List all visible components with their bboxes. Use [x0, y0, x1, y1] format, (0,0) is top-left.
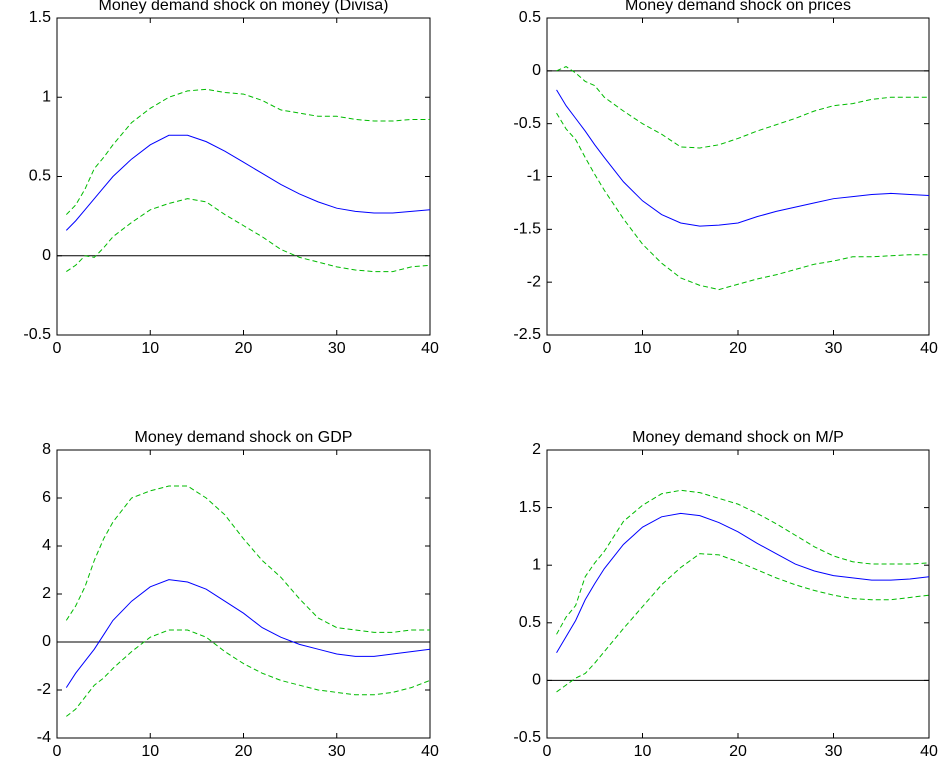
axes-box [56, 449, 431, 739]
x-tick-label: 10 [634, 340, 652, 357]
response-line [556, 512, 930, 654]
x-tick-label: 30 [825, 340, 843, 357]
y-tick-label: 2 [532, 441, 541, 458]
y-tick-label: 0 [42, 633, 51, 650]
axes-box [546, 449, 930, 739]
y-tick-label: -1.5 [513, 221, 541, 238]
chart-title: Money demand shock on GDP [135, 429, 353, 446]
y-tick-label: -0.5 [513, 729, 541, 746]
x-tick-label: 0 [53, 743, 62, 760]
y-tick-label: -2 [527, 273, 541, 290]
band-line [556, 112, 929, 291]
band-line [556, 553, 930, 693]
y-tick-label: 1 [532, 556, 541, 573]
band-line [66, 198, 431, 273]
band-line [556, 489, 930, 635]
x-tick-label: 30 [328, 743, 346, 760]
axes-box [546, 17, 930, 336]
x-tick-label: 40 [920, 340, 938, 357]
y-tick-label: 4 [42, 537, 51, 554]
x-tick-label: 20 [729, 340, 747, 357]
y-tick-label: 1.5 [519, 499, 541, 516]
response-line [556, 89, 930, 227]
band-line [65, 485, 430, 633]
x-tick-label: 20 [235, 340, 253, 357]
y-tick-label: 0.5 [519, 614, 541, 631]
x-tick-label: 20 [729, 743, 747, 760]
band-line [66, 629, 431, 717]
y-tick-label: 6 [42, 489, 51, 506]
x-tick-label: 0 [543, 743, 552, 760]
y-tick-label: -0.5 [23, 326, 51, 343]
chart-title: Money demand shock on prices [625, 0, 851, 14]
axes-box [56, 17, 431, 336]
response-line [65, 134, 431, 231]
x-tick-label: 10 [141, 743, 159, 760]
x-tick-label: 40 [920, 743, 938, 760]
y-tick-label: 0 [532, 62, 541, 79]
x-tick-label: 20 [235, 743, 253, 760]
chart-title: Money demand shock on M/P [632, 429, 844, 446]
x-tick-label: 40 [421, 743, 439, 760]
x-tick-label: 10 [141, 340, 159, 357]
y-tick-label: -4 [37, 729, 51, 746]
y-tick-label: 8 [42, 441, 51, 458]
y-tick-label: 0.5 [519, 9, 541, 26]
y-tick-label: -2.5 [513, 326, 541, 343]
y-tick-label: 1.5 [29, 9, 51, 26]
band-line [556, 66, 929, 149]
band-line [65, 88, 430, 215]
y-tick-label: 0 [532, 672, 541, 689]
y-tick-label: -2 [37, 681, 51, 698]
y-tick-label: 0.5 [29, 168, 51, 185]
y-tick-label: -0.5 [513, 115, 541, 132]
y-tick-label: 0 [42, 247, 51, 264]
y-tick-label: 1 [42, 88, 51, 105]
y-tick-label: 2 [42, 585, 51, 602]
y-tick-label: -1 [527, 168, 541, 185]
x-tick-label: 0 [53, 340, 62, 357]
x-tick-label: 40 [421, 340, 439, 357]
response-line [65, 579, 431, 688]
x-tick-label: 0 [543, 340, 552, 357]
chart-title: Money demand shock on money (Divisa) [99, 0, 389, 14]
x-tick-label: 10 [634, 743, 652, 760]
x-tick-label: 30 [328, 340, 346, 357]
x-tick-label: 30 [825, 743, 843, 760]
